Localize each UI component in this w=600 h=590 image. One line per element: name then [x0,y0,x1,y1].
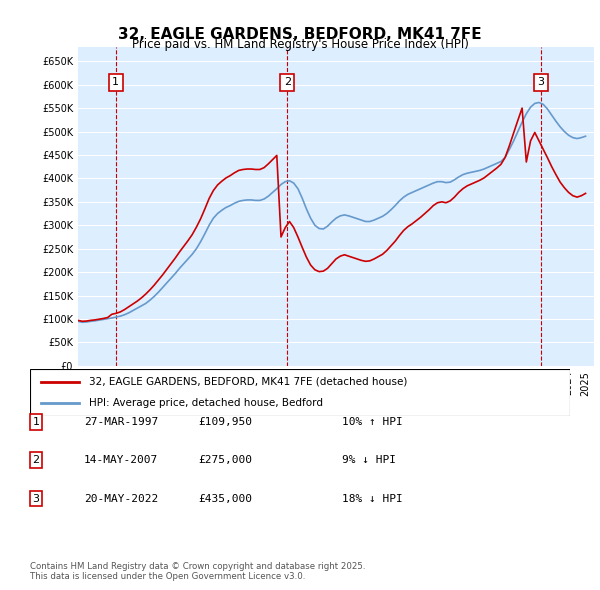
Text: Price paid vs. HM Land Registry's House Price Index (HPI): Price paid vs. HM Land Registry's House … [131,38,469,51]
Text: 27-MAR-1997: 27-MAR-1997 [84,417,158,427]
Text: 32, EAGLE GARDENS, BEDFORD, MK41 7FE: 32, EAGLE GARDENS, BEDFORD, MK41 7FE [118,27,482,41]
Text: 20-MAY-2022: 20-MAY-2022 [84,494,158,503]
Text: 14-MAY-2007: 14-MAY-2007 [84,455,158,465]
Text: HPI: Average price, detached house, Bedford: HPI: Average price, detached house, Bedf… [89,398,323,408]
Text: 3: 3 [538,77,545,87]
Text: 9% ↓ HPI: 9% ↓ HPI [342,455,396,465]
Text: 32, EAGLE GARDENS, BEDFORD, MK41 7FE (detached house): 32, EAGLE GARDENS, BEDFORD, MK41 7FE (de… [89,377,408,387]
FancyBboxPatch shape [30,369,570,416]
Text: 18% ↓ HPI: 18% ↓ HPI [342,494,403,503]
Text: £275,000: £275,000 [198,455,252,465]
Text: 2: 2 [32,455,40,465]
Text: 1: 1 [112,77,119,87]
Text: 3: 3 [32,494,40,503]
Text: 2: 2 [284,77,291,87]
Text: 1: 1 [32,417,40,427]
Text: 10% ↑ HPI: 10% ↑ HPI [342,417,403,427]
Text: £435,000: £435,000 [198,494,252,503]
Text: Contains HM Land Registry data © Crown copyright and database right 2025.
This d: Contains HM Land Registry data © Crown c… [30,562,365,581]
Text: £109,950: £109,950 [198,417,252,427]
